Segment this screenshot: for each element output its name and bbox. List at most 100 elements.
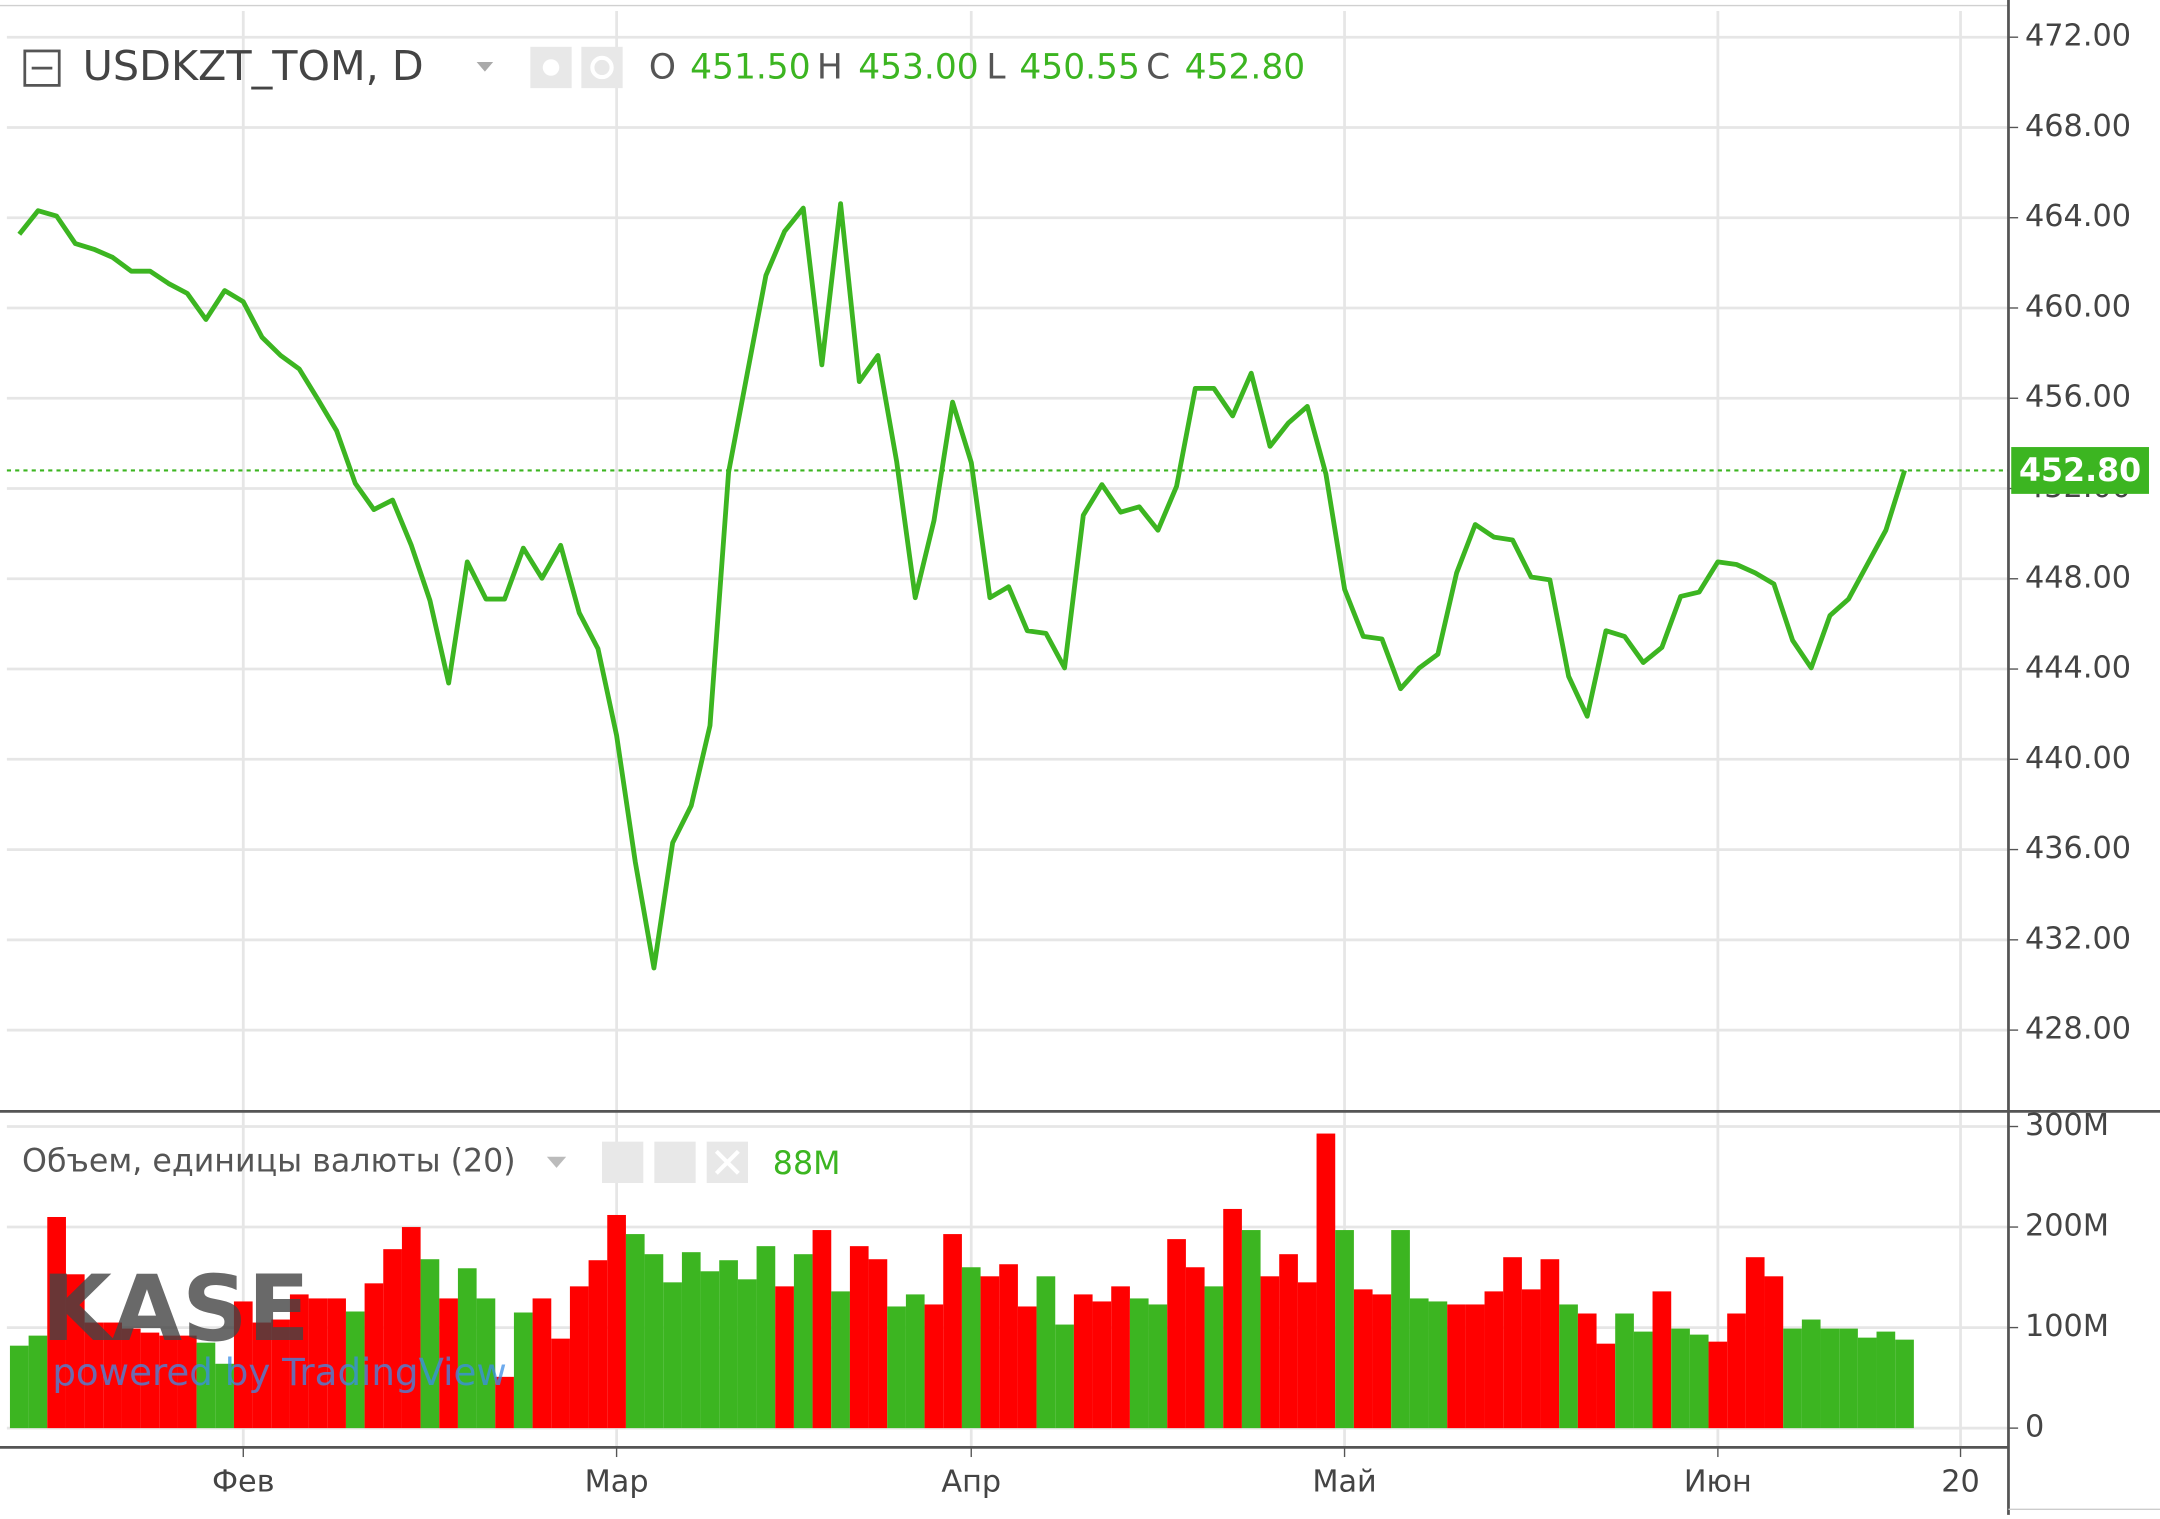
x-tick-label: Апр <box>941 1465 1001 1500</box>
volume-bar <box>1241 1230 1261 1429</box>
volume-bar <box>625 1234 645 1429</box>
volume-bar <box>1465 1304 1485 1429</box>
volume-bar <box>1372 1294 1392 1429</box>
volume-bar <box>271 1319 290 1429</box>
volume-bar <box>1409 1298 1429 1429</box>
x-tick-label: Июн <box>1684 1465 1752 1500</box>
volume-bar <box>1129 1298 1149 1429</box>
volume-bar <box>1540 1259 1560 1429</box>
volume-bar <box>1447 1304 1466 1429</box>
volume-bar <box>252 1322 272 1429</box>
dropdown-icon[interactable] <box>546 1156 567 1168</box>
volume-bar <box>607 1214 626 1429</box>
volume-bar <box>1204 1286 1224 1429</box>
x-axis-area <box>0 1448 2160 1519</box>
volume-bar <box>1745 1257 1765 1429</box>
volume-bar <box>308 1298 328 1429</box>
x-tick-label: Мар <box>585 1465 649 1500</box>
volume-bar <box>420 1259 440 1429</box>
volume-bar <box>999 1264 1018 1429</box>
volume-bar <box>495 1376 514 1429</box>
volume-bar <box>775 1286 794 1429</box>
watermark-note: powered by TradingView <box>52 1350 506 1394</box>
volume-bar <box>1857 1337 1877 1429</box>
volume-bar <box>1260 1276 1280 1429</box>
y-tick-label: 436.00 <box>2025 831 2131 866</box>
volume-bar <box>364 1283 384 1429</box>
volume-bar <box>1820 1328 1840 1429</box>
volume-bar <box>1316 1133 1336 1429</box>
volume-bar <box>868 1259 888 1429</box>
volume-bar <box>177 1335 197 1429</box>
close-icon-x <box>714 1149 740 1175</box>
volume-bar <box>383 1249 402 1429</box>
volume-bar <box>1185 1267 1205 1429</box>
volume-bar <box>233 1301 253 1429</box>
volume-last-value: 88M <box>773 1146 841 1182</box>
volume-bar <box>793 1254 813 1429</box>
volume-bar <box>289 1294 309 1429</box>
y-tick-label: 472.00 <box>2025 19 2131 54</box>
volume-bar <box>476 1298 496 1429</box>
volume-bar <box>1073 1294 1093 1429</box>
eye-icon[interactable] <box>601 1141 644 1183</box>
volume-bar <box>1017 1306 1037 1429</box>
volume-bar <box>849 1246 869 1429</box>
ohlc-legend: O 451.50 H 453.00 L 450.55 C 452.80 <box>649 47 1305 87</box>
volume-bar <box>1484 1291 1504 1429</box>
volume-bar <box>700 1271 720 1429</box>
volume-bar <box>1895 1339 1914 1429</box>
volume-bar <box>401 1227 421 1429</box>
volume-bar <box>457 1268 477 1429</box>
last-price-label: 452.80 <box>2019 453 2141 489</box>
volume-bar <box>1391 1230 1410 1429</box>
x-tick-label: 20 <box>1941 1465 1980 1500</box>
volume-bar <box>551 1338 570 1429</box>
y-tick-label: 200M <box>2025 1209 2109 1244</box>
volume-bar <box>663 1282 682 1429</box>
watermark-logo: KASE <box>41 1257 309 1362</box>
volume-bar <box>1671 1328 1690 1429</box>
volume-bar <box>1092 1301 1112 1429</box>
volume-bar <box>84 1322 104 1429</box>
price-line <box>17 201 1907 971</box>
y-tick-label: 440.00 <box>2025 741 2131 776</box>
volume-bar <box>644 1254 664 1429</box>
ohlc-value: 451.50 <box>690 47 810 87</box>
settings-icon-gear <box>590 55 614 80</box>
volume-bar <box>513 1312 533 1429</box>
eye-icon-pupil <box>542 59 560 76</box>
volume-bar <box>1615 1313 1634 1429</box>
dropdown-icon[interactable] <box>476 61 494 72</box>
volume-bar <box>980 1276 1000 1429</box>
settings-icon[interactable] <box>581 46 623 89</box>
volume-bar <box>737 1279 757 1429</box>
volume-bar <box>65 1274 85 1429</box>
y-tick-label: 464.00 <box>2025 199 2131 234</box>
volume-bar <box>1727 1313 1746 1429</box>
volume-bar <box>1167 1239 1186 1429</box>
volume-bar <box>831 1291 850 1429</box>
volume-bar <box>28 1335 48 1429</box>
volume-bar <box>1708 1341 1728 1429</box>
ohlc-key: L <box>986 47 1005 87</box>
collapse-icon[interactable] <box>23 49 61 87</box>
volume-bar <box>887 1306 906 1429</box>
volume-bar <box>196 1342 216 1429</box>
volume-bar <box>532 1298 552 1429</box>
volume-bar <box>1503 1257 1522 1429</box>
volume-bar <box>1559 1304 1578 1429</box>
mark-layer <box>6 201 2009 1429</box>
volume-bar <box>1297 1282 1317 1429</box>
volume-bar <box>1223 1208 1242 1429</box>
volume-bar <box>1111 1286 1130 1429</box>
volume-bar <box>1596 1343 1616 1429</box>
volume-bar <box>1839 1328 1858 1429</box>
volume-bar <box>47 1216 66 1429</box>
volume-bar <box>1577 1313 1597 1429</box>
volume-bar <box>327 1298 346 1429</box>
volume-bar <box>961 1267 981 1429</box>
y-tick-label: 456.00 <box>2025 380 2131 415</box>
settings-icon[interactable] <box>654 1141 696 1183</box>
volume-bar <box>1876 1331 1896 1429</box>
